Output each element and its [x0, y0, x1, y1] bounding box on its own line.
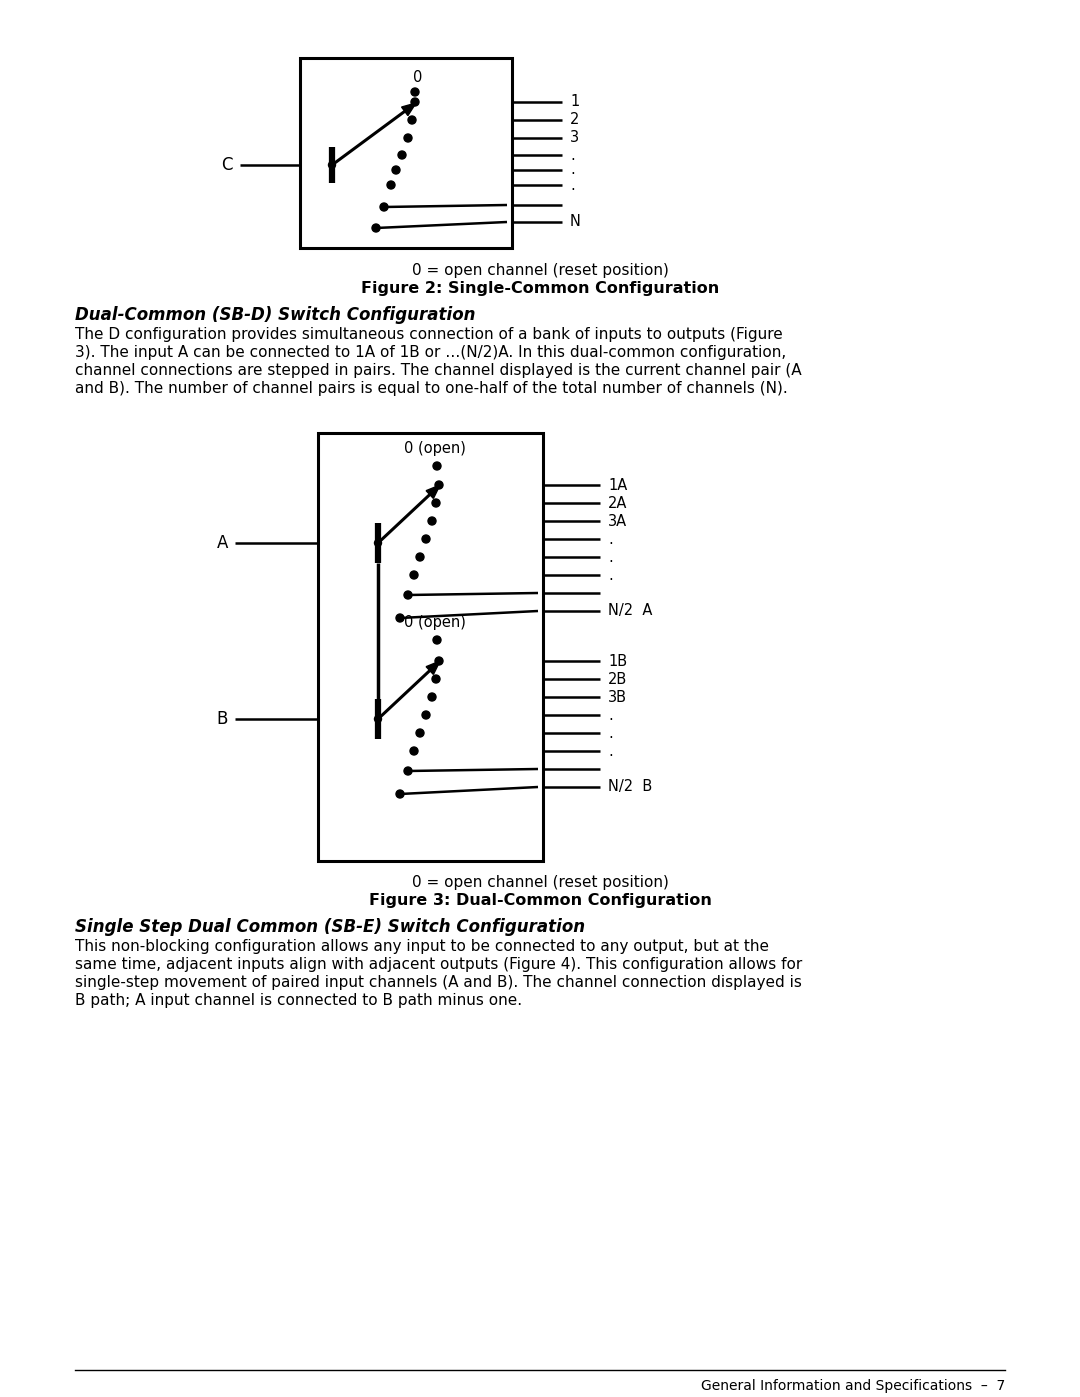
Text: 0 = open channel (reset position): 0 = open channel (reset position) — [411, 876, 669, 890]
Text: channel connections are stepped in pairs. The channel displayed is the current c: channel connections are stepped in pairs… — [75, 363, 801, 379]
Circle shape — [416, 729, 424, 738]
Bar — [318, 433, 543, 861]
Circle shape — [433, 636, 441, 644]
Circle shape — [410, 747, 418, 754]
Circle shape — [422, 711, 430, 719]
Circle shape — [392, 166, 400, 175]
Circle shape — [411, 98, 419, 106]
Circle shape — [428, 517, 436, 525]
Circle shape — [396, 615, 404, 622]
Text: 1: 1 — [570, 95, 579, 109]
Text: 3: 3 — [570, 130, 579, 145]
Polygon shape — [427, 661, 440, 675]
Circle shape — [432, 499, 440, 507]
Circle shape — [380, 203, 388, 211]
Text: 3A: 3A — [608, 514, 627, 528]
Circle shape — [422, 535, 430, 543]
Bar — [300, 59, 512, 249]
Text: same time, adjacent inputs align with adjacent outputs (Figure 4). This configur: same time, adjacent inputs align with ad… — [75, 957, 802, 972]
Circle shape — [432, 675, 440, 683]
Text: .: . — [608, 567, 612, 583]
Text: N: N — [570, 215, 581, 229]
Text: .: . — [608, 531, 612, 546]
Text: .: . — [608, 549, 612, 564]
Circle shape — [410, 571, 418, 578]
Text: 2: 2 — [570, 113, 579, 127]
Text: .: . — [608, 725, 612, 740]
Text: 3). The input A can be connected to 1A of 1B or …(N/2)A. In this dual-common con: 3). The input A can be connected to 1A o… — [75, 345, 786, 360]
Text: N/2  B: N/2 B — [608, 780, 652, 795]
Text: The D configuration provides simultaneous connection of a bank of inputs to outp: The D configuration provides simultaneou… — [75, 327, 783, 342]
Circle shape — [433, 462, 441, 469]
Circle shape — [428, 693, 436, 701]
Circle shape — [416, 553, 424, 562]
Text: C: C — [221, 156, 233, 175]
Circle shape — [372, 224, 380, 232]
Circle shape — [399, 151, 406, 159]
Text: 2B: 2B — [608, 672, 627, 686]
Circle shape — [396, 789, 404, 798]
Text: 0 = open channel (reset position): 0 = open channel (reset position) — [411, 263, 669, 278]
Text: 1B: 1B — [608, 654, 627, 669]
Circle shape — [411, 88, 419, 96]
Circle shape — [387, 182, 395, 189]
Text: Dual-Common (SB-D) Switch Configuration: Dual-Common (SB-D) Switch Configuration — [75, 306, 475, 324]
Text: .: . — [570, 148, 575, 162]
Text: 1A: 1A — [608, 478, 627, 493]
Text: 0 (open): 0 (open) — [404, 616, 465, 630]
Text: 2A: 2A — [608, 496, 627, 510]
Text: Single Step Dual Common (SB-E) Switch Configuration: Single Step Dual Common (SB-E) Switch Co… — [75, 918, 585, 936]
Text: This non-blocking configuration allows any input to be connected to any output, : This non-blocking configuration allows a… — [75, 940, 769, 954]
Text: A: A — [217, 534, 228, 552]
Circle shape — [435, 481, 443, 489]
Text: B path; A input channel is connected to B path minus one.: B path; A input channel is connected to … — [75, 993, 522, 1009]
Text: General Information and Specifications  –  7: General Information and Specifications –… — [701, 1379, 1005, 1393]
Circle shape — [404, 134, 411, 142]
Text: .: . — [570, 162, 575, 177]
Circle shape — [435, 657, 443, 665]
Circle shape — [404, 591, 411, 599]
Text: .: . — [608, 707, 612, 722]
Circle shape — [375, 539, 381, 546]
Circle shape — [328, 162, 336, 169]
Text: .: . — [570, 177, 575, 193]
Circle shape — [404, 767, 411, 775]
Text: and B). The number of channel pairs is equal to one-half of the total number of : and B). The number of channel pairs is e… — [75, 381, 787, 397]
Text: Figure 3: Dual-Common Configuration: Figure 3: Dual-Common Configuration — [368, 894, 712, 908]
Text: 3B: 3B — [608, 690, 627, 704]
Text: single-step movement of paired input channels (A and B). The channel connection : single-step movement of paired input cha… — [75, 975, 801, 990]
Text: B: B — [217, 710, 228, 728]
Circle shape — [408, 116, 416, 124]
Text: Figure 2: Single-Common Configuration: Figure 2: Single-Common Configuration — [361, 281, 719, 296]
Text: 0: 0 — [414, 70, 422, 85]
Text: N/2  A: N/2 A — [608, 604, 652, 619]
Polygon shape — [402, 103, 416, 116]
Circle shape — [375, 715, 381, 722]
Polygon shape — [427, 485, 440, 499]
Text: 0 (open): 0 (open) — [404, 441, 465, 457]
Text: .: . — [608, 743, 612, 759]
